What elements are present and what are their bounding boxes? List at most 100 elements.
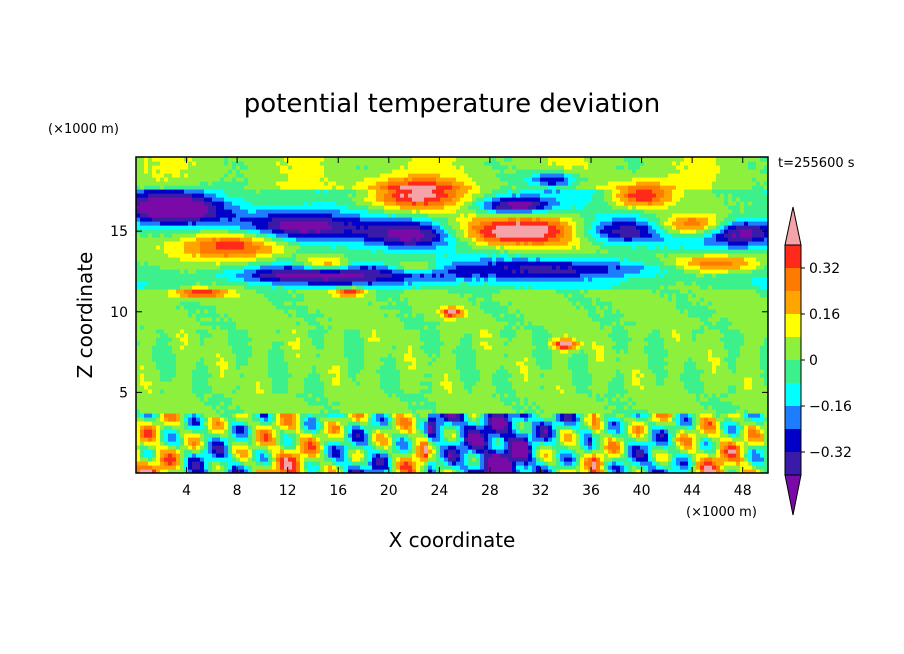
contour-cell — [712, 417, 717, 422]
contour-cell — [544, 377, 549, 382]
contour-cell — [552, 397, 557, 402]
contour-cell — [476, 457, 481, 462]
contour-cell — [624, 353, 629, 358]
contour-cell — [220, 469, 225, 473]
contour-cell — [324, 465, 329, 470]
contour-cell — [456, 429, 461, 434]
contour-cell — [384, 469, 389, 473]
contour-cell — [272, 361, 277, 366]
contour-cell — [364, 385, 369, 390]
contour-cell — [188, 441, 193, 446]
contour-cell — [616, 445, 621, 450]
contour-cell — [228, 393, 233, 398]
contour-cell — [312, 437, 317, 442]
contour-cell — [356, 457, 361, 462]
contour-cell — [592, 389, 597, 394]
contour-cell — [584, 397, 589, 402]
contour-cell — [172, 421, 177, 426]
contour-cell — [332, 469, 337, 473]
contour-cell — [548, 457, 553, 462]
contour-cell — [196, 373, 201, 378]
contour-cell — [488, 381, 493, 386]
contour-cell — [176, 401, 181, 406]
contour-cell — [292, 409, 297, 414]
contour-cell — [584, 365, 589, 370]
contour-cell — [296, 377, 301, 382]
contour-cell — [700, 413, 705, 418]
contour-cell — [744, 385, 749, 390]
contour-cell — [540, 417, 545, 422]
contour-cell — [556, 369, 561, 374]
contour-cell — [288, 365, 293, 370]
contour-cell — [476, 449, 481, 454]
contour-cell — [388, 445, 393, 450]
contour-cell — [200, 365, 205, 370]
contour-cell — [240, 421, 245, 426]
contour-cell — [680, 441, 685, 446]
contour-cell — [372, 345, 377, 350]
contour-cell — [512, 385, 517, 390]
contour-cell — [364, 361, 369, 366]
contour-cell — [612, 353, 617, 358]
contour-cell — [328, 429, 333, 434]
contour-cell — [688, 445, 693, 450]
contour-cell — [152, 461, 157, 466]
contour-cell — [500, 353, 505, 358]
contour-cell — [168, 385, 173, 390]
contour-cell — [256, 465, 261, 470]
contour-cell — [256, 401, 261, 406]
contour-cell — [552, 409, 557, 414]
contour-cell — [496, 397, 501, 402]
contour-cell — [492, 429, 497, 434]
contour-cell — [364, 453, 369, 458]
contour-cell — [544, 457, 549, 462]
contour-cell — [524, 365, 529, 370]
contour-cell — [700, 417, 705, 422]
contour-cell — [312, 353, 317, 358]
contour-cell — [396, 425, 401, 430]
contour-cell — [660, 417, 665, 422]
contour-cell — [136, 469, 141, 473]
contour-cell — [656, 361, 661, 366]
contour-cell — [580, 381, 585, 386]
contour-cell — [744, 349, 749, 354]
contour-cell — [388, 457, 393, 462]
contour-cell — [668, 433, 673, 438]
contour-cell — [316, 401, 321, 406]
contour-cell — [220, 409, 225, 414]
contour-cell — [752, 453, 757, 458]
contour-cell — [372, 377, 377, 382]
contour-cell — [336, 373, 341, 378]
contour-cell — [344, 469, 349, 473]
contour-cell — [148, 381, 153, 386]
contour-cell — [532, 465, 537, 470]
contour-cell — [272, 469, 277, 473]
contour-cell — [228, 373, 233, 378]
contour-cell — [288, 353, 293, 358]
contour-cell — [188, 433, 193, 438]
contour-cell — [656, 465, 661, 470]
contour-cell — [348, 413, 353, 418]
contour-cell — [264, 421, 269, 426]
contour-cell — [472, 417, 477, 422]
contour-cell — [488, 425, 493, 430]
contour-cell — [376, 393, 381, 398]
contour-cell — [732, 445, 737, 450]
contour-cell — [144, 465, 149, 470]
contour-cell — [584, 357, 589, 362]
contour-cell — [424, 373, 429, 378]
contour-cell — [620, 393, 625, 398]
contour-cell — [276, 437, 281, 442]
contour-cell — [204, 413, 209, 418]
contour-cell — [264, 405, 269, 410]
contour-cell — [604, 385, 609, 390]
contour-cell — [676, 369, 681, 374]
contour-cell — [704, 357, 709, 362]
contour-cell — [248, 397, 253, 402]
contour-cell — [632, 461, 637, 466]
contour-cell — [452, 389, 457, 394]
contour-cell — [472, 469, 477, 473]
contour-cell — [312, 377, 317, 382]
contour-cell — [460, 425, 465, 430]
contour-cell — [600, 417, 605, 422]
